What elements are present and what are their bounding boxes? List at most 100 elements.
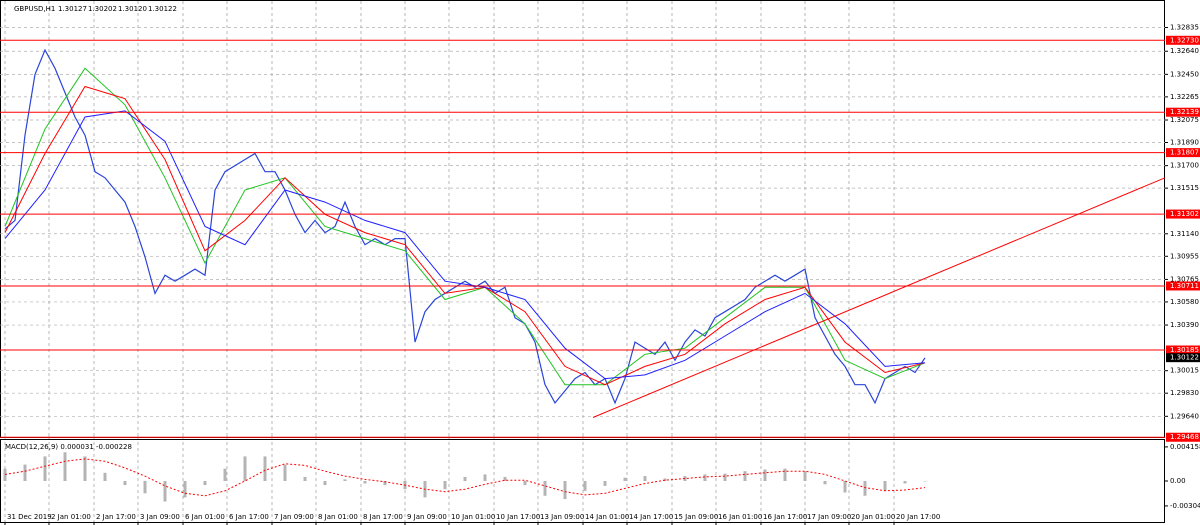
macd-bar (543, 481, 547, 496)
x-tick-label: 20 Jan 17:00 (896, 513, 940, 521)
macd-bar (663, 478, 667, 481)
x-tick-label: 20 Jan 01:00 (851, 513, 895, 521)
y-tick-label: 1.32835 (1170, 24, 1199, 32)
level-label: 1.31302 (1170, 210, 1199, 218)
x-tick-label: 13 Jan 09:00 (540, 513, 584, 521)
y-tick-label: 1.29830 (1170, 389, 1199, 397)
macd-bar (363, 481, 367, 484)
macd-bar (683, 476, 687, 481)
x-tick-label: 8 Jan 17:00 (363, 513, 403, 521)
macd-bar (583, 481, 587, 491)
y-tick-label: 0.004158 (1170, 443, 1200, 451)
macd-bar (643, 476, 647, 481)
y-tick-label: 1.30955 (1170, 252, 1199, 260)
macd-bar (563, 481, 567, 500)
moving-average (4, 85, 926, 386)
x-tick-label: 10 Jan 01:00 (451, 513, 495, 521)
level-tag (1166, 107, 1200, 117)
level-tag (1166, 345, 1200, 355)
macd-bar (603, 481, 607, 486)
x-tick-label: 6 Jan 17:00 (229, 513, 269, 521)
macd-bar (323, 481, 327, 486)
y-tick-label: 1.29640 (1170, 412, 1199, 420)
x-tick-label: 31 Dec 2019 (7, 513, 52, 521)
ohlc-low: 1.30120 (118, 5, 147, 13)
macd-bar (483, 474, 487, 481)
macd-bar (63, 452, 67, 481)
y-tick-label: 1.31515 (1170, 184, 1199, 192)
macd-bar (523, 481, 527, 486)
level-tag (1166, 281, 1200, 291)
y-tick-label: 1.30015 (1170, 367, 1199, 375)
y-tick-label: 1.32640 (1170, 47, 1199, 55)
macd-bar (43, 456, 47, 481)
macd-bar (863, 481, 867, 496)
y-tick-label: 1.32450 (1170, 70, 1199, 78)
macd-bar (263, 456, 267, 481)
macd-bar (303, 476, 307, 481)
macd-bar (923, 481, 927, 482)
level-label: 1.30711 (1170, 282, 1199, 290)
macd-bar (223, 468, 227, 481)
x-tick-label: 16 Jan 01:00 (718, 513, 762, 521)
macd-bar (283, 464, 287, 481)
level-label: 1.32730 (1170, 36, 1199, 44)
x-tick-label: 8 Jan 01:00 (318, 513, 358, 521)
y-tick-label: 1.31140 (1170, 230, 1199, 238)
x-tick-label: 2 Jan 17:00 (96, 513, 136, 521)
macd-bar (763, 469, 767, 481)
level-label: 1.29468 (1170, 433, 1199, 441)
macd-bar (123, 481, 127, 486)
ohlc-close: 1.30122 (148, 5, 177, 13)
level-label: 1.31807 (1170, 149, 1199, 157)
macd-bar (163, 481, 167, 502)
macd-bar (183, 481, 187, 498)
macd-bar (463, 476, 467, 481)
y-tick-label: 1.32075 (1170, 116, 1199, 124)
y-tick-label: 1.30765 (1170, 275, 1199, 283)
moving-average (4, 110, 926, 380)
macd-title: MACD(12,26,9) 0.000031 -0.000228 (5, 443, 132, 451)
macd-bar (903, 481, 907, 484)
x-tick-label: 9 Jan 09:00 (407, 513, 447, 521)
macd-bar (843, 481, 847, 493)
level-tag (1166, 35, 1200, 45)
y-tick-label: 1.31700 (1170, 162, 1199, 170)
x-tick-label: 14 Jan 17:00 (629, 513, 673, 521)
macd-bar (743, 471, 747, 481)
y-tick-label: 1.30390 (1170, 321, 1199, 329)
macd-bar (623, 477, 627, 481)
symbol: GBPUSD,H1 (14, 5, 55, 13)
x-tick-label: 3 Jan 09:00 (140, 513, 180, 521)
macd-bar (203, 481, 207, 486)
macd-bar (503, 476, 507, 481)
level-tag (1166, 432, 1200, 442)
macd-bar (783, 468, 787, 481)
ohlc-open: 1.30127 (58, 5, 87, 13)
macd-bar (383, 481, 387, 486)
macd-bar (883, 481, 887, 491)
signal-line (4, 458, 926, 497)
main-panel (0, 0, 1165, 438)
current-price-label: 1.30122 (1170, 354, 1199, 362)
x-tick-label: 16 Jan 17:00 (763, 513, 807, 521)
y-tick-label: 1.30580 (1170, 298, 1199, 306)
macd-bar (23, 464, 27, 481)
x-tick-label: 10 Jan 17:00 (496, 513, 540, 521)
y-tick-label: -0.003041 (1170, 502, 1200, 510)
level-label: 1.30185 (1170, 346, 1199, 354)
level-tag (1166, 209, 1200, 219)
x-tick-label: 17 Jan 09:00 (807, 513, 851, 521)
x-tick-label: 14 Jan 01:00 (585, 513, 629, 521)
price-line (4, 48, 926, 405)
y-tick-label: 0.00 (1170, 477, 1186, 485)
ohlc-high: 1.30202 (88, 5, 117, 13)
x-tick-label: 6 Jan 01:00 (185, 513, 225, 521)
y-tick-label: 1.32265 (1170, 93, 1199, 101)
macd-bar (143, 481, 147, 494)
macd-bar (443, 481, 447, 490)
macd-bar (83, 456, 87, 481)
macd-bar (823, 481, 827, 485)
macd-bar (703, 474, 707, 481)
